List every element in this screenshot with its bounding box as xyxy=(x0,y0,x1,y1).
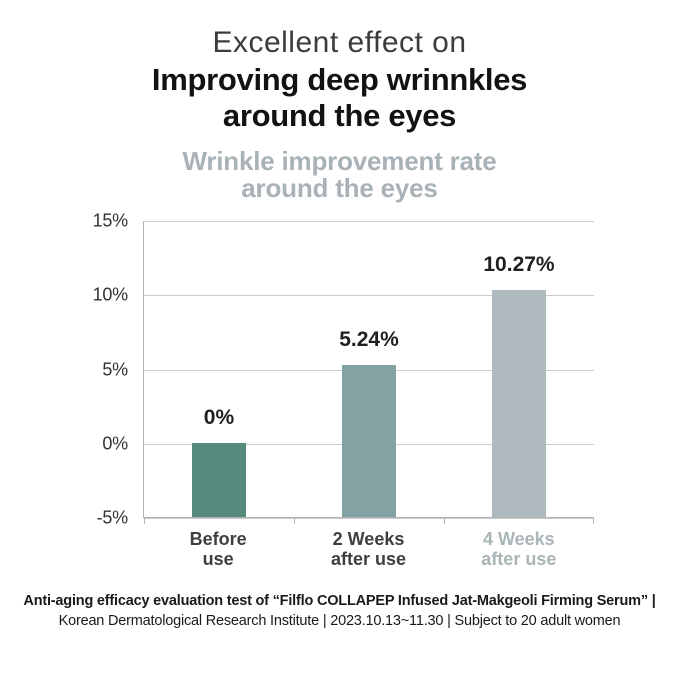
x-tick xyxy=(293,518,295,524)
header-line-bold-2: around the eyes xyxy=(222,98,457,133)
x-category-line1: 4 Weeks xyxy=(482,529,555,549)
chart-title-line1: Wrinkle improvement rate xyxy=(182,146,497,176)
footer-line2: Korean Dermatological Research Institute… xyxy=(58,613,621,629)
x-category-label: 2 Weeks after use xyxy=(331,529,406,569)
gridline xyxy=(144,295,594,297)
x-category-line2: after use xyxy=(330,549,407,569)
x-tick xyxy=(144,518,145,524)
y-tick-label: 5% xyxy=(102,359,128,379)
footer-line1: Anti-aging efficacy evaluation test of “… xyxy=(23,593,656,609)
y-axis: 15% 10% 5% 0% -5% xyxy=(0,211,129,528)
y-tick-label: 0% xyxy=(102,433,128,454)
bar xyxy=(342,364,396,517)
chart-title: Wrinkle improvement rate around the eyes xyxy=(0,148,679,202)
x-tick xyxy=(443,518,445,524)
header-line-light: Excellent effect on xyxy=(212,26,467,59)
x-tick xyxy=(593,518,594,524)
x-category-line1: Before xyxy=(189,529,247,549)
bar-value-label: 0% xyxy=(203,405,235,429)
gridline xyxy=(144,221,594,222)
x-axis-labels: Before use 2 Weeks after use 4 Weeks after us… xyxy=(143,529,594,575)
x-category-label: 4 Weeks after use xyxy=(481,529,556,569)
header: Excellent effect on Improving deep wrinn… xyxy=(0,24,679,134)
x-category-label: Before use xyxy=(190,529,247,569)
bar-value-label: 5.24% xyxy=(339,327,399,351)
chart-title-line2: around the eyes xyxy=(241,173,438,203)
bar xyxy=(492,290,546,517)
gridline xyxy=(144,518,594,519)
plot-area: 0% 5.24% 10.27% xyxy=(143,221,594,524)
y-tick-label: -5% xyxy=(96,507,129,528)
x-category-line2: use xyxy=(202,549,234,569)
header-line-bold-1: Improving deep wrinnkles xyxy=(151,62,528,97)
bar-chart: 15% 10% 5% 0% -5% 0% 5.24% 10.27% Before use 2 W… xyxy=(0,211,679,581)
footer-note: Anti-aging efficacy evaluation test of “… xyxy=(0,591,679,631)
x-category-line1: 2 Weeks xyxy=(332,529,405,549)
x-category-line2: after use xyxy=(481,549,557,569)
bar-value-label: 10.27% xyxy=(483,253,555,277)
bar xyxy=(191,442,246,517)
y-tick-label: 10% xyxy=(92,284,129,305)
y-tick-label: 15% xyxy=(92,210,129,231)
